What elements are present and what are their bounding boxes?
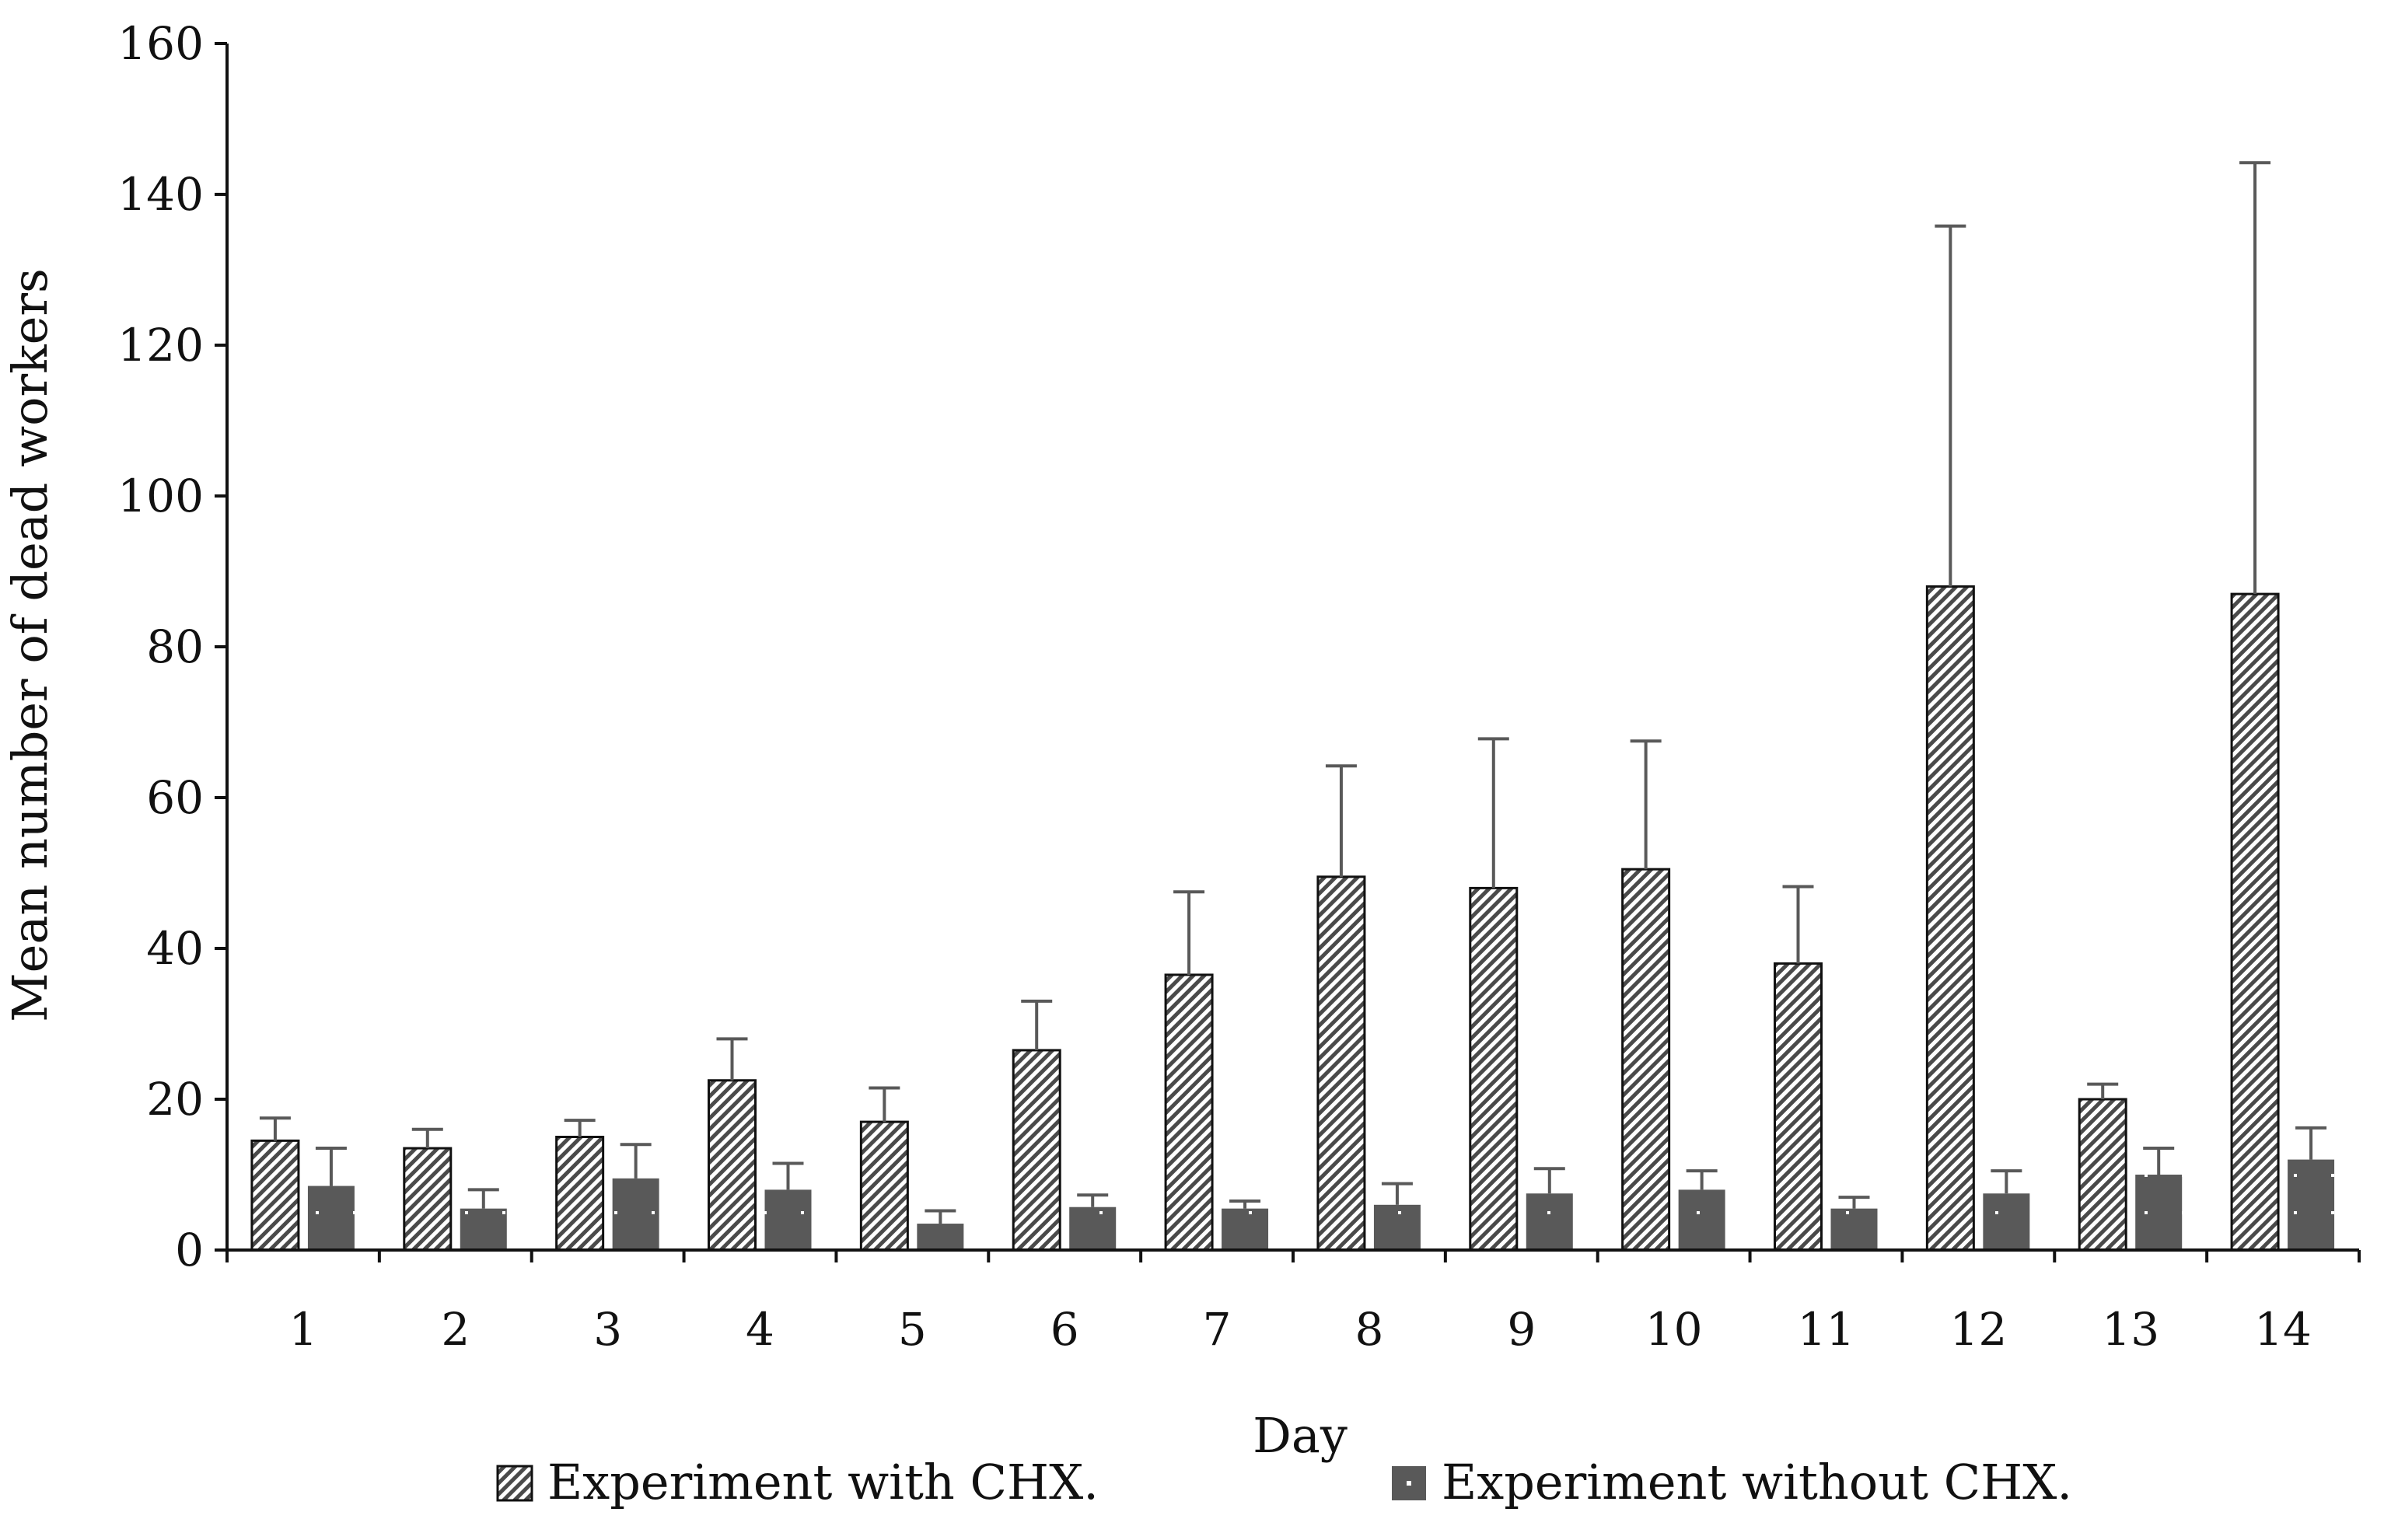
bar-without-chx-day-13	[2135, 1175, 2183, 1250]
bar-with-chx-day-10	[1621, 868, 1671, 1252]
legend-without-chx-swatch-dot	[1407, 1481, 1411, 1486]
y-tick-label-0: 0	[175, 1224, 204, 1276]
y-tick-label-20: 20	[146, 1073, 204, 1126]
bar-with-chx-day-7	[1164, 973, 1214, 1252]
bar-with-chx-day-11	[1774, 962, 1823, 1252]
bar-with-chx-day-9	[1469, 886, 1519, 1252]
bar-with-chx-day-4	[708, 1079, 757, 1252]
x-tick-label-3: 3	[593, 1303, 622, 1356]
x-tick-label-10: 10	[1645, 1303, 1703, 1356]
bar-with-chx-day-13	[2078, 1098, 2127, 1252]
legend-with-chx: Experiment with CHX.	[496, 1454, 1099, 1510]
legend-without-chx: Experiment without CHX.	[1392, 1454, 2072, 1510]
y-axis-title: Mean number of dead workers	[2, 268, 58, 1022]
y-tick-label-160: 160	[117, 17, 204, 70]
bar-without-chx-day-11	[1830, 1208, 1878, 1250]
bar-with-chx-day-5	[859, 1120, 909, 1252]
x-tick-label-9: 9	[1507, 1303, 1536, 1356]
x-tick-label-2: 2	[441, 1303, 470, 1356]
bar-with-chx-day-3	[555, 1136, 605, 1252]
bar-without-chx-day-5	[917, 1224, 964, 1250]
x-tick-label-8: 8	[1355, 1303, 1383, 1356]
legend-with-chx-label: Experiment with CHX.	[547, 1454, 1099, 1510]
legend: Experiment with CHX. Experiment without C…	[496, 1454, 2072, 1510]
x-tick-label-11: 11	[1798, 1303, 1855, 1356]
bar-without-chx-day-7	[1222, 1208, 1269, 1250]
x-axis-title: Day	[1253, 1407, 1348, 1464]
bar-with-chx-day-1	[250, 1139, 300, 1252]
y-tick-label-120: 120	[117, 319, 204, 372]
bar-with-chx-day-12	[1925, 585, 1975, 1252]
bar-without-chx-day-9	[1526, 1193, 1573, 1250]
y-tick-label-80: 80	[146, 620, 204, 673]
x-tick-label-6: 6	[1050, 1303, 1079, 1356]
bar-without-chx-day-6	[1069, 1207, 1117, 1250]
bar-without-chx-day-1	[307, 1186, 355, 1250]
x-tick-label-4: 4	[746, 1303, 774, 1356]
legend-without-chx-label: Experiment without CHX.	[1442, 1454, 2072, 1510]
x-tick-label-14: 14	[2254, 1303, 2312, 1356]
bar-with-chx-day-2	[403, 1147, 453, 1252]
bar-without-chx-day-10	[1678, 1189, 1725, 1250]
legend-with-chx-swatch	[496, 1465, 533, 1502]
bar-with-chx-day-8	[1316, 875, 1366, 1252]
x-tick-label-7: 7	[1203, 1303, 1232, 1356]
bar-with-chx-day-6	[1012, 1049, 1061, 1252]
x-tick-label-13: 13	[2102, 1303, 2159, 1356]
y-tick-label-40: 40	[146, 922, 204, 975]
bar-without-chx-day-14	[2288, 1159, 2335, 1250]
x-tick-label-5: 5	[898, 1303, 927, 1356]
plot-area	[250, 161, 2335, 1252]
bar-without-chx-day-8	[1373, 1204, 1421, 1250]
bar-with-chx-day-14	[2230, 592, 2280, 1252]
y-tick-label-140: 140	[117, 168, 204, 221]
y-tick-label-60: 60	[146, 771, 204, 824]
bar-without-chx-day-2	[460, 1208, 507, 1250]
bar-without-chx-day-4	[764, 1189, 812, 1250]
bar-without-chx-day-12	[1983, 1193, 2030, 1250]
y-tick-label-100: 100	[117, 470, 204, 522]
x-tick-label-1: 1	[288, 1303, 317, 1356]
x-tick-label-12: 12	[1949, 1303, 2007, 1356]
bar-without-chx-day-3	[612, 1178, 659, 1250]
